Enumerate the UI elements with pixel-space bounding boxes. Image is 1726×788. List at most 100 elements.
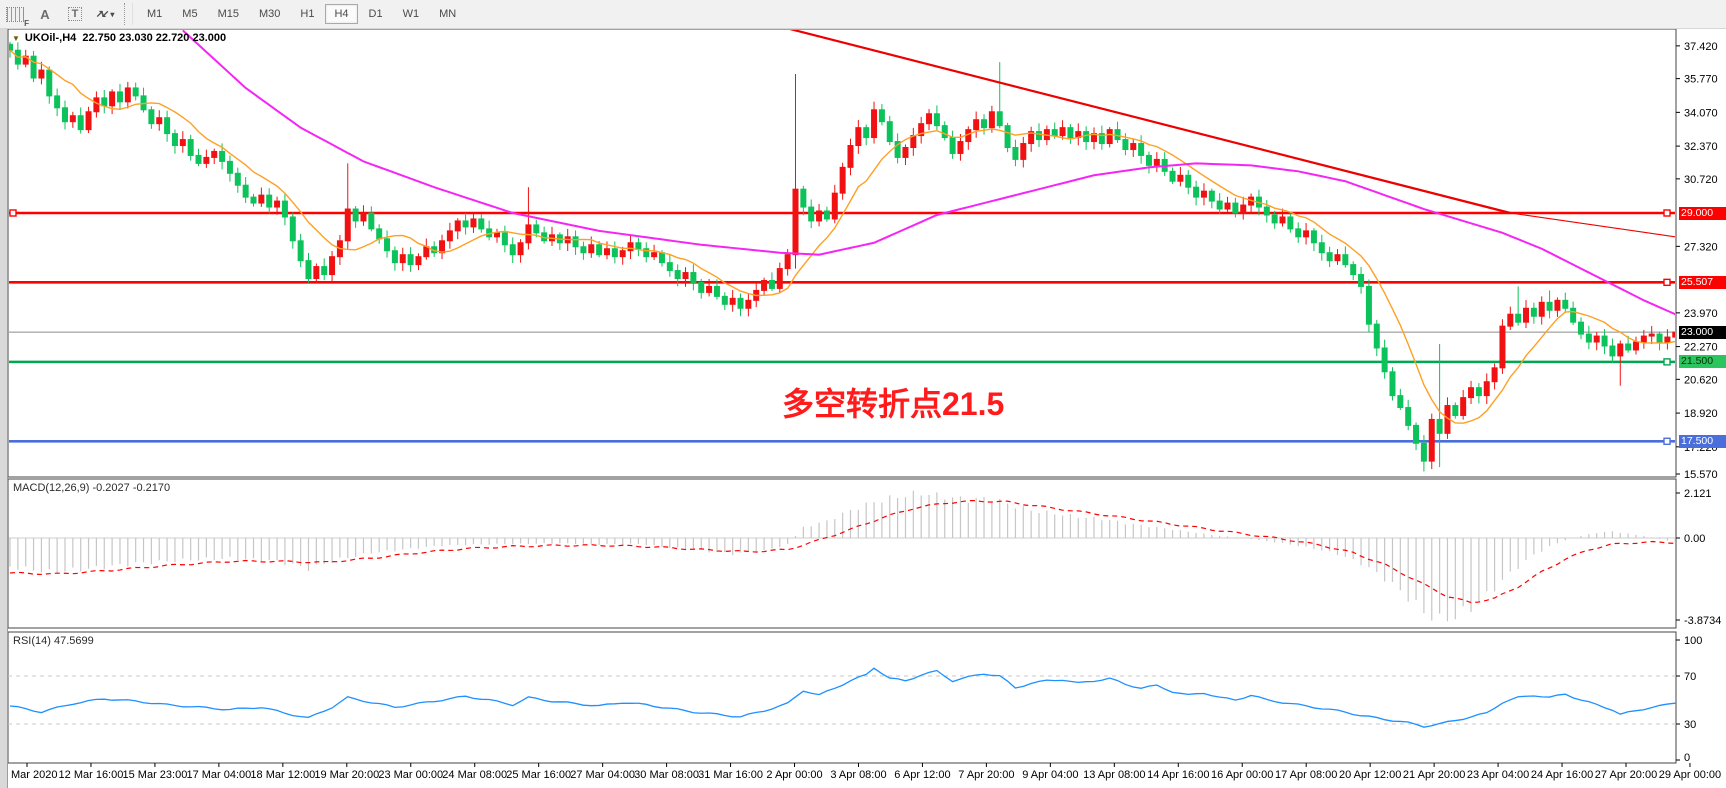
candle-body	[1342, 254, 1349, 266]
time-tick-label: 11 Mar 2020	[0, 769, 57, 781]
text-tool-icon[interactable]: T	[62, 3, 88, 25]
candle-body	[1609, 345, 1616, 357]
candle-body	[85, 111, 92, 131]
candle-body	[1020, 143, 1027, 160]
candle-body	[1601, 335, 1608, 347]
candle-body	[148, 109, 155, 125]
timeframe-button-h1[interactable]: H1	[300, 8, 315, 20]
timeframe-button-mn[interactable]: MN	[439, 8, 457, 20]
price-tick-label: 23.970	[1684, 308, 1718, 320]
candle-body	[1051, 129, 1058, 137]
candle-body	[368, 212, 375, 230]
candle-body	[1468, 387, 1475, 399]
candle-body	[1381, 347, 1388, 373]
line-anchor[interactable]	[1663, 209, 1671, 217]
candle-body	[164, 117, 171, 135]
ma-fast-line	[9, 49, 1675, 424]
time-tick-label: 29 Apr 00:00	[1659, 769, 1721, 781]
candle-body	[988, 111, 995, 129]
rsi-line	[9, 667, 1676, 728]
candle-body	[1310, 230, 1317, 244]
candle-body	[1672, 331, 1675, 338]
candle-body	[376, 228, 383, 240]
grid-f-icon[interactable]: F	[2, 3, 29, 28]
timeframe-button-d1[interactable]: D1	[368, 8, 383, 20]
price-tick-label: 22.270	[1684, 342, 1718, 354]
candle-body	[1405, 407, 1412, 426]
candle-body	[776, 268, 783, 289]
candle-body	[682, 272, 689, 280]
time-tick-label: 16 Apr 00:00	[1211, 769, 1273, 781]
candle-body	[156, 117, 163, 125]
candle-body	[1169, 170, 1176, 182]
candle-body	[116, 91, 123, 103]
candle-body	[250, 196, 257, 204]
price-tick-label: 34.070	[1684, 107, 1718, 119]
candle-body	[1358, 274, 1365, 287]
candle-body	[1585, 333, 1592, 343]
candle-body	[266, 194, 273, 208]
candle-body	[101, 97, 108, 107]
main-chart-group	[9, 28, 1675, 472]
candle-body	[666, 262, 673, 272]
timeframe-button-m15[interactable]: M15	[217, 8, 239, 20]
candle-body	[933, 113, 940, 127]
candle-body	[1279, 216, 1286, 224]
timeframe-button-m30[interactable]: M30	[258, 8, 281, 20]
candle-body	[219, 150, 226, 162]
candle-body	[517, 242, 524, 256]
candle-body	[572, 236, 579, 248]
candle-body	[124, 87, 131, 103]
candle-body	[949, 137, 956, 154]
candle-body	[658, 252, 665, 264]
line-anchor[interactable]	[9, 209, 17, 217]
candle-body	[132, 87, 139, 97]
candle-body	[1122, 139, 1129, 150]
timeframe-button-m5[interactable]: M5	[182, 8, 198, 20]
candle-body	[211, 150, 218, 158]
timeframe-button-m1[interactable]: M1	[147, 8, 163, 20]
line-anchor[interactable]	[1663, 437, 1671, 445]
candle-body	[588, 244, 595, 254]
candle-body	[494, 232, 501, 238]
candle-body	[996, 111, 1003, 127]
candle-body	[981, 119, 988, 129]
candle-body	[61, 107, 68, 123]
candle-body	[1428, 418, 1435, 462]
price-tick-label: 18.920	[1684, 408, 1718, 420]
candle-body	[281, 200, 288, 218]
candle-body	[1625, 343, 1632, 351]
candle-body	[1365, 285, 1372, 325]
candle-body	[258, 194, 265, 204]
rsi-tick-label: 0	[1684, 752, 1690, 764]
candle-body	[918, 123, 925, 137]
line-anchor[interactable]	[1663, 278, 1671, 287]
trendline[interactable]	[788, 28, 1511, 215]
timeframe-button-h4[interactable]: H4	[325, 4, 358, 24]
chevron-down-icon[interactable]: ▾	[110, 9, 115, 19]
trendline-extension[interactable]	[1510, 212, 1675, 238]
symbol-marker-icon[interactable]: ▼	[12, 33, 20, 43]
candle-body	[1640, 335, 1647, 343]
candle-body	[816, 210, 823, 222]
candle-body	[761, 279, 768, 291]
timeframe-button-w1[interactable]: W1	[402, 8, 420, 20]
time-tick-label: 23 Apr 04:00	[1467, 769, 1529, 781]
macd-group	[9, 490, 1675, 622]
font-tool-icon[interactable]: A	[40, 6, 50, 22]
candle-body	[195, 154, 202, 164]
candle-body	[1554, 299, 1561, 311]
line-anchor[interactable]	[1663, 358, 1671, 366]
candle-body	[391, 250, 398, 264]
candle-body	[1295, 228, 1302, 238]
candle-body	[863, 127, 870, 139]
time-tick-label: 17 Mar 04:00	[186, 769, 251, 781]
price-tick-label: 15.570	[1684, 469, 1718, 481]
macd-tick-label: 2.121	[1684, 488, 1712, 500]
candle-body	[800, 188, 807, 208]
candle-body	[603, 248, 610, 256]
rsi-tick-label: 30	[1684, 719, 1696, 731]
arrows-tool-icon[interactable]: ↗↙ ▾	[92, 3, 118, 25]
candle-body	[415, 256, 422, 266]
